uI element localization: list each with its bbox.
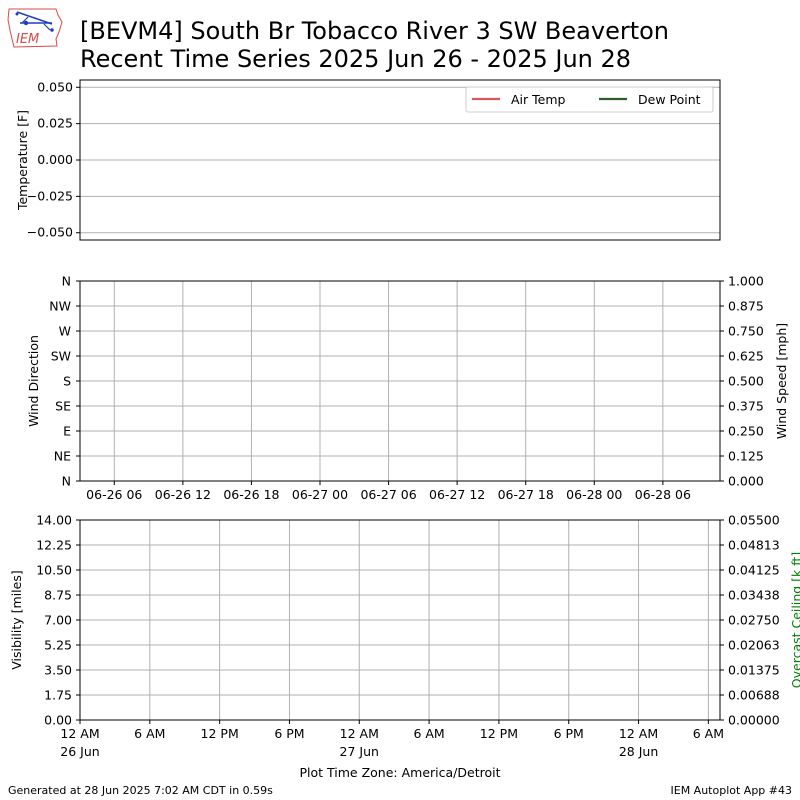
vis-x-tick-date-label: 27 Jun — [340, 744, 379, 759]
wind-x-tick-label: 06-27 12 — [429, 487, 485, 502]
vis-y-tick-label: 12.25 — [36, 538, 72, 553]
wind-x-tick-label: 06-26 06 — [86, 487, 142, 502]
wind-dir-tick-label: W — [59, 324, 71, 339]
wind-speed-axis-label: Wind Speed [mph] — [774, 323, 789, 439]
vis-x-tick-label: 12 AM — [60, 726, 99, 741]
vis-x-tick-label: 12 PM — [480, 726, 518, 741]
wind-x-tick-label: 06-27 06 — [360, 487, 416, 502]
chart-title-line2: Recent Time Series 2025 Jun 26 - 2025 Ju… — [80, 45, 632, 73]
ceiling-y-tick-label: 0.04125 — [728, 563, 780, 578]
logo-text: IEM — [16, 32, 39, 47]
wind-dir-tick-label: SE — [55, 399, 71, 414]
chart-title-line1: [BEVM4] South Br Tobacco River 3 SW Beav… — [80, 17, 670, 45]
wind-x-tick-label: 06-26 12 — [155, 487, 211, 502]
temp-y-axis-label: Temperature [F] — [15, 110, 30, 211]
legend-box — [465, 86, 714, 113]
temp-y-tick-label: 0.025 — [37, 116, 73, 131]
wind-axes-frame — [79, 280, 721, 482]
vis-x-axis-label: Plot Time Zone: America/Detroit — [300, 765, 501, 780]
wind-speed-tick-label: 1.000 — [728, 274, 764, 289]
temp-y-tick-label: 0.000 — [37, 152, 73, 167]
legend-label-dew-point: Dew Point — [638, 92, 701, 107]
wind-x-tick-label: 06-26 18 — [223, 487, 279, 502]
ceiling-y-tick-label: 0.05500 — [728, 513, 780, 528]
vis-x-tick-date-label: 28 Jun — [619, 744, 658, 759]
wind-dir-tick-label: S — [63, 374, 71, 389]
vis-y-tick-label: 14.00 — [36, 513, 72, 528]
vis-x-tick-label: 6 PM — [554, 726, 584, 741]
wind-dir-tick-label: E — [63, 424, 71, 439]
vis-y-tick-label: 1.75 — [44, 688, 72, 703]
ceiling-y-tick-label: 0.00688 — [728, 688, 780, 703]
vis-axes-frame — [79, 519, 721, 721]
temp-y-tick-label: −0.050 — [27, 225, 73, 240]
wind-speed-tick-label: 0.625 — [728, 349, 764, 364]
ceiling-y-tick-label: 0.03438 — [728, 588, 780, 603]
ceiling-y-tick-label: 0.02750 — [728, 613, 780, 628]
vis-x-tick-label: 6 AM — [413, 726, 444, 741]
wind-x-tick-label: 06-28 06 — [635, 487, 691, 502]
app-note: IEM Autoplot App #43 — [670, 784, 793, 797]
vis-x-tick-label: 6 PM — [274, 726, 304, 741]
temp-y-tick-label: −0.025 — [27, 188, 73, 203]
iowa-state-outline-icon: IEM — [7, 8, 63, 48]
wind-speed-tick-label: 0.125 — [728, 449, 764, 464]
wind-speed-tick-label: 0.875 — [728, 299, 764, 314]
vis-x-tick-label: 12 AM — [340, 726, 379, 741]
ceiling-y-tick-label: 0.04813 — [728, 538, 780, 553]
wind-dir-tick-label: N — [62, 274, 71, 289]
vis-x-tick-label: 12 PM — [201, 726, 239, 741]
wind-speed-tick-label: 0.000 — [728, 474, 764, 489]
vis-y-tick-label: 5.25 — [44, 638, 72, 653]
iem-logo: IEM — [6, 6, 64, 50]
vis-x-tick-label: 6 AM — [693, 726, 724, 741]
vis-y-tick-label: 8.75 — [44, 588, 72, 603]
wind-speed-tick-label: 0.750 — [728, 324, 764, 339]
wind-dir-tick-label: N — [62, 474, 71, 489]
generated-note: Generated at 28 Jun 2025 7:02 AM CDT in … — [8, 784, 273, 797]
wind-dir-tick-label: SW — [51, 349, 71, 364]
temp-axes-frame — [79, 79, 721, 241]
wind-speed-tick-label: 0.500 — [728, 374, 764, 389]
vis-y-axis-label: Visibility [miles] — [9, 570, 24, 669]
wind-speed-tick-label: 0.250 — [728, 424, 764, 439]
vis-x-tick-label: 6 AM — [134, 726, 165, 741]
wind-x-tick-label: 06-27 18 — [498, 487, 554, 502]
ceiling-y-axis-label: Overcast Ceiling [k ft] — [789, 552, 800, 688]
vis-y-tick-label: 0.00 — [44, 713, 72, 728]
ceiling-y-tick-label: 0.01375 — [728, 663, 780, 678]
vis-x-tick-label: 12 AM — [619, 726, 658, 741]
wind-x-tick-label: 06-27 00 — [292, 487, 348, 502]
temp-y-tick-label: 0.050 — [37, 79, 73, 94]
vis-y-tick-label: 10.50 — [36, 563, 72, 578]
wind-dir-axis-label: Wind Direction — [26, 335, 41, 427]
wind-x-tick-label: 06-28 00 — [566, 487, 622, 502]
ceiling-y-tick-label: 0.02063 — [728, 638, 780, 653]
wind-speed-tick-label: 0.375 — [728, 399, 764, 414]
wind-dir-tick-label: NW — [49, 299, 71, 314]
wind-dir-tick-label: NE — [54, 449, 71, 464]
ceiling-y-tick-label: 0.00000 — [728, 713, 780, 728]
legend-label-air-temp: Air Temp — [511, 92, 566, 107]
vis-x-tick-date-label: 26 Jun — [60, 744, 99, 759]
vis-y-tick-label: 7.00 — [44, 613, 72, 628]
vis-y-tick-label: 3.50 — [44, 663, 72, 678]
